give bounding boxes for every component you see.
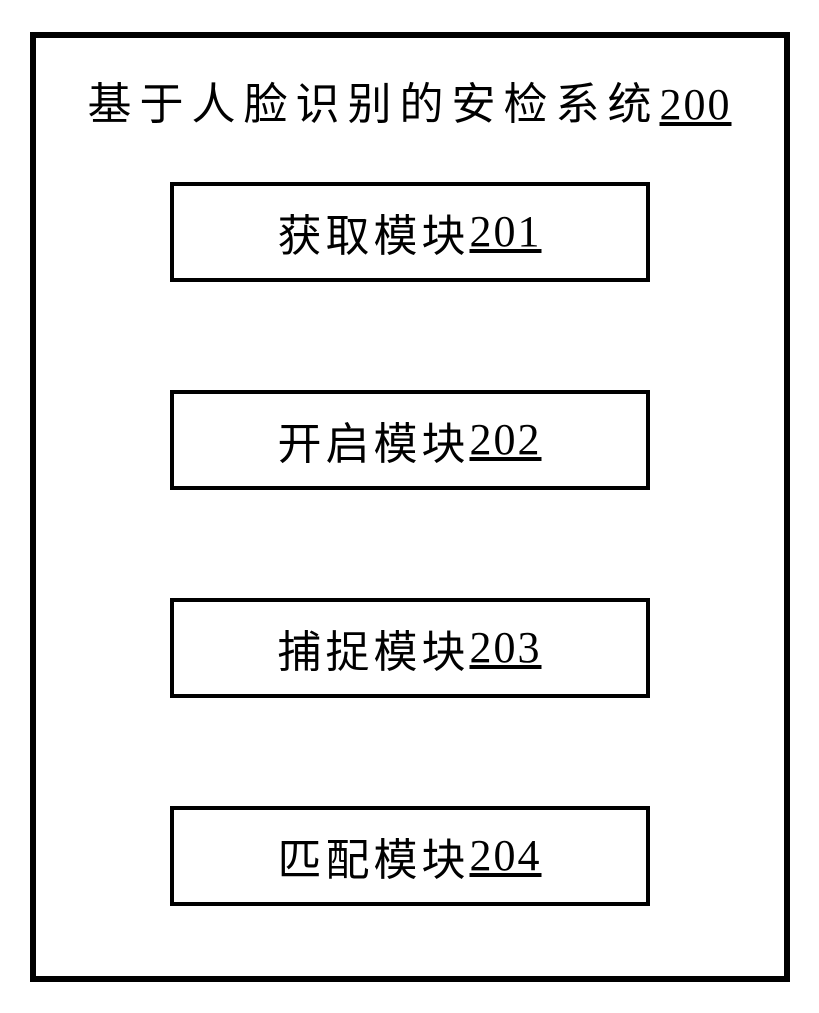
title-text: 基于人脸识别的安检系统 — [88, 80, 660, 129]
module-acquisition: 获取模块201 — [170, 182, 650, 282]
module-label: 捕捉模块 — [278, 616, 470, 680]
module-label: 匹配模块 — [278, 824, 470, 888]
modules-wrapper: 获取模块201 开启模块202 捕捉模块203 匹配模块204 — [86, 182, 734, 926]
module-number: 204 — [470, 830, 542, 881]
module-open: 开启模块202 — [170, 390, 650, 490]
module-label: 获取模块 — [278, 200, 470, 264]
module-match: 匹配模块204 — [170, 806, 650, 906]
module-number: 202 — [470, 414, 542, 465]
system-title: 基于人脸识别的安检系统200 — [88, 68, 732, 132]
module-label: 开启模块 — [278, 408, 470, 472]
module-capture: 捕捉模块203 — [170, 598, 650, 698]
title-number: 200 — [660, 80, 732, 129]
module-number: 203 — [470, 622, 542, 673]
module-number: 201 — [470, 206, 542, 257]
system-container: 基于人脸识别的安检系统200 获取模块201 开启模块202 捕捉模块203 匹… — [30, 32, 790, 982]
